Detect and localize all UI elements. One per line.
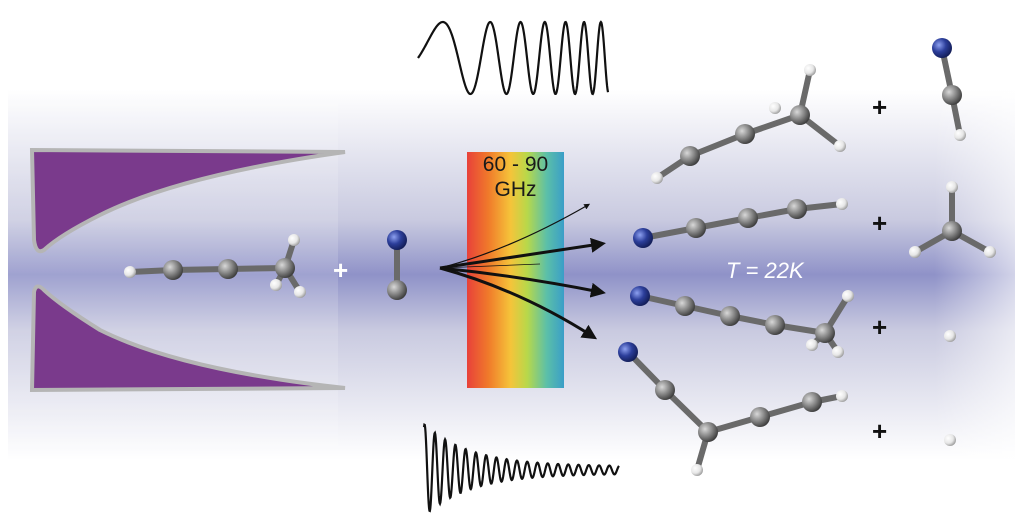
hydrogen-atom — [832, 346, 844, 358]
carbon-atom — [815, 323, 835, 343]
free-induction-decay-waveform — [422, 423, 620, 513]
spectrum-bar — [467, 152, 564, 388]
chirped-pulse-waveform — [417, 20, 610, 96]
product-4-branched — [618, 342, 848, 476]
hydrogen-atom — [691, 464, 703, 476]
carbon-atom — [163, 260, 183, 280]
frequency-range-value: 60 - 90 — [482, 153, 549, 176]
carbon-atom — [942, 221, 962, 241]
plus-sign-product-3: + — [872, 312, 888, 342]
hydrogen-atom — [842, 290, 854, 302]
carbon-atom — [655, 380, 675, 400]
hydrogen-atom — [651, 172, 663, 184]
carbon-atom — [680, 146, 700, 166]
carbon-atom — [738, 208, 758, 228]
reaction-arrows — [439, 203, 606, 340]
nozzle-bottom — [29, 284, 346, 393]
hydrogen-atom — [834, 140, 846, 152]
frequency-range-label: 60 - 90 GHz — [467, 152, 564, 202]
carbon-atom — [787, 199, 807, 219]
plus-sign-product-1: + — [872, 92, 888, 122]
nozzle-top — [29, 147, 346, 254]
hydrogen-atom — [288, 234, 300, 246]
nitrogen-atom — [633, 228, 653, 248]
carbon-atom — [735, 124, 755, 144]
carbon-atom — [675, 296, 695, 316]
hydrogen-atom — [806, 339, 818, 351]
product-4-hydrogen — [944, 434, 956, 446]
hydrogen-atom — [769, 102, 781, 114]
plus-sign-product-4: + — [872, 416, 888, 446]
hydrogen-atom — [836, 390, 848, 402]
product-2-cyanopolyyne — [633, 198, 848, 248]
reactant-propyne — [124, 234, 306, 298]
plus-sign-reactants: + — [333, 255, 349, 285]
carbon-atom — [698, 422, 718, 442]
hydrogen-atom — [804, 64, 816, 76]
temperature-label: T = 22K — [726, 258, 804, 283]
bond — [662, 387, 711, 435]
hydrogen-atom — [944, 330, 956, 342]
carbon-atom — [686, 218, 706, 238]
product-3-methylcyanoacetylene — [630, 286, 854, 358]
hydrogen-atom — [836, 198, 848, 210]
nitrogen-atom — [387, 230, 407, 250]
nitrogen-atom — [932, 38, 952, 58]
hydrogen-atom — [270, 279, 282, 291]
reactant-cn-radical — [387, 230, 407, 300]
product-2-methyl — [909, 181, 996, 258]
carbon-atom — [750, 407, 770, 427]
nitrogen-atom — [618, 342, 638, 362]
carbon-atom — [765, 315, 785, 335]
carbon-atom — [802, 392, 822, 412]
frequency-unit: GHz — [494, 178, 537, 201]
carbon-atom — [790, 105, 810, 125]
product-1-hnc — [932, 38, 966, 141]
hydrogen-atom — [909, 246, 921, 258]
product-1-hydrocarbon — [651, 64, 846, 184]
carbon-atom — [720, 306, 740, 326]
plus-sign-product-2: + — [872, 208, 888, 238]
product-3-hydrogen — [944, 330, 956, 342]
carbon-atom — [218, 259, 238, 279]
carbon-atom — [387, 280, 407, 300]
hydrogen-atom — [294, 286, 306, 298]
hydrogen-atom — [124, 266, 136, 278]
nitrogen-atom — [630, 286, 650, 306]
hydrogen-atom — [954, 129, 966, 141]
carbon-atom — [942, 85, 962, 105]
hydrogen-atom — [944, 434, 956, 446]
hydrogen-atom — [946, 181, 958, 193]
hydrogen-atom — [984, 246, 996, 258]
carbon-atom — [275, 258, 295, 278]
